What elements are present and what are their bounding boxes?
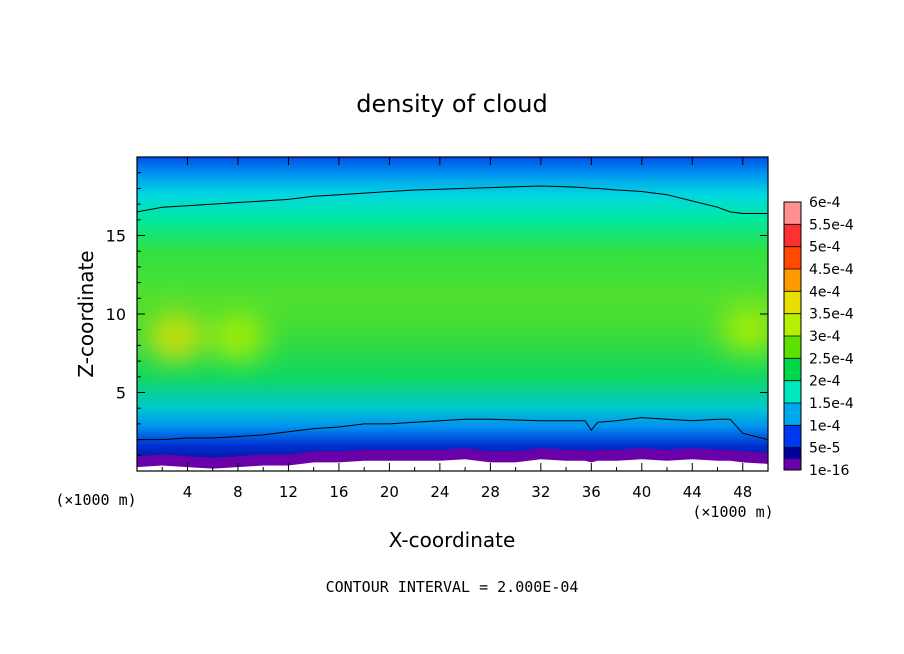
bright-region-2 (721, 305, 768, 354)
colorbar-swatch-5 (784, 313, 801, 337)
bright-regions (146, 305, 768, 362)
bright-region-0 (146, 313, 203, 362)
x-tick-label-32: 32 (531, 483, 550, 501)
contour-line-upper (137, 185, 768, 214)
plot-area (137, 157, 768, 471)
x-tick-label-4: 4 (183, 483, 193, 501)
bright-region-1 (209, 313, 266, 362)
x-tick-label-12: 12 (279, 483, 298, 501)
colorbar-label-5: 3.5e-4 (809, 307, 854, 323)
colorbar-label-11: 5e-5 (809, 441, 840, 457)
x-tick-label-44: 44 (683, 483, 702, 501)
colorbar-swatch-8 (784, 380, 801, 404)
x-tick-label-16: 16 (329, 483, 348, 501)
colorbar-swatch-0 (784, 202, 801, 225)
x-tick-label-36: 36 (582, 483, 601, 501)
colorbar: 6e-4 5.5e-4 5e-4 4.5e-4 4e-4 3.5e-4 3e-4 2.5e-4… (783, 195, 854, 479)
colorbar-swatch-4 (784, 291, 801, 315)
y-tick-label-10: 10 (106, 305, 126, 324)
x-tick-label-20: 20 (380, 483, 399, 501)
colorbar-label-9: 1.5e-4 (809, 396, 854, 412)
colorbar-swatch-7 (784, 358, 801, 382)
colorbar-label-7: 2.5e-4 (809, 351, 854, 367)
colorbar-swatch-bottom (784, 458, 801, 470)
x-axis-label: X-coordinate (389, 528, 516, 552)
colorbar-swatch-6 (784, 336, 801, 359)
x-tick-label-24: 24 (430, 483, 449, 501)
colorbar-label-4: 4e-4 (809, 284, 841, 300)
colorbar-swatch-10 (784, 425, 801, 449)
x-tick-label-8: 8 (233, 483, 243, 501)
colorbar-label-8: 2e-4 (809, 374, 841, 390)
colorbar-swatch-3 (784, 269, 801, 292)
colorbar-label-2: 5e-4 (809, 240, 841, 256)
colorbar-swatch-9 (784, 403, 801, 426)
contour-line-lower (137, 417, 768, 441)
colorbar-label-12: 1e-16 (809, 463, 849, 479)
x-unit-left: (×1000 m) (55, 491, 136, 509)
y-axis-label: Z-coordinate (74, 250, 98, 377)
colorbar-label-10: 1e-4 (809, 418, 841, 434)
colorbar-swatch-2 (784, 246, 801, 270)
chart-title: density of cloud (356, 90, 547, 118)
colorbar-label-6: 3e-4 (809, 329, 841, 345)
y-tick-label-5: 5 (116, 384, 126, 403)
y-tick-label-15: 15 (106, 227, 126, 246)
contour-interval-note: CONTOUR INTERVAL = 2.000E-04 (326, 578, 579, 596)
x-unit-right: (×1000 m) (692, 503, 773, 521)
x-axis-ticks: 4 8 12 16 20 24 28 32 36 40 44 48 (161, 157, 752, 501)
density-field (137, 157, 768, 471)
y-axis-ticks: 5 10 15 (106, 172, 768, 456)
x-tick-label-40: 40 (632, 483, 651, 501)
x-tick-label-48: 48 (733, 483, 752, 501)
colorbar-label-3: 4.5e-4 (809, 262, 854, 278)
colorbar-label-0: 6e-4 (809, 195, 841, 211)
colorbar-label-1: 5.5e-4 (809, 217, 854, 233)
ground-white-area (137, 459, 768, 471)
colorbar-swatch-1 (784, 224, 801, 248)
x-tick-label-28: 28 (481, 483, 500, 501)
